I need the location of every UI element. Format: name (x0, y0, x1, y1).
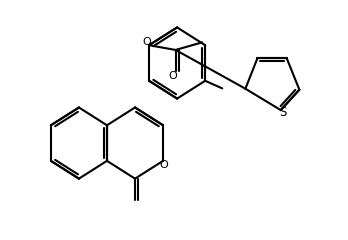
Text: O: O (143, 37, 151, 47)
Text: S: S (279, 107, 286, 120)
Text: O: O (160, 160, 168, 170)
Text: O: O (168, 71, 177, 81)
